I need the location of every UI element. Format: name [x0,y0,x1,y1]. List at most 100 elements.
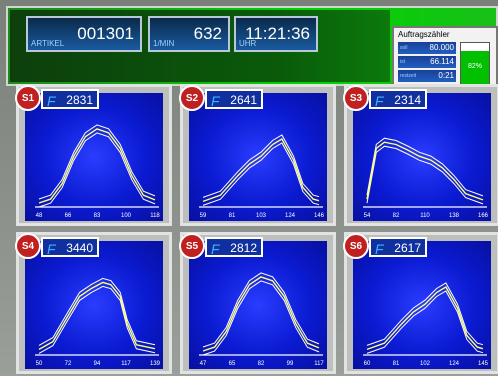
station-plot: 48 66 83 100 118 [25,93,163,221]
counter-row-label: soll [400,45,408,51]
counter-row-value: 0:21 [438,71,454,80]
x-tick-label: 66 [65,213,72,219]
station-panel-s6[interactable]: 60 81 102 124 145 S6 F 2617 [343,232,498,374]
force-value: 2314 [394,93,421,107]
force-curve-envelope [366,282,484,346]
x-tick-label: 72 [65,361,72,367]
counter-row-label: ist [400,59,405,65]
station-plot: 59 81 103 124 146 [189,93,327,221]
x-tick-label: 59 [200,213,207,219]
progress-gauge: 82% [460,42,490,90]
x-tick-label: 47 [200,361,207,367]
force-curve-envelope [366,137,484,197]
counter-row-value: 80.000 [429,43,454,52]
force-curve-envelope [202,272,320,348]
station-chart: 54 82 110 138 166 [363,137,489,219]
artikel-value: 001301 [77,24,134,43]
x-tick-label: 124 [449,361,460,367]
x-tick-label: 54 [364,213,371,219]
force-curve-envelope [38,124,156,200]
station-chart: 59 81 103 124 146 [199,134,325,219]
x-tick-label: 118 [150,213,160,219]
x-tick-label: 48 [36,213,43,219]
force-value: 2617 [394,241,421,255]
progress-gauge-label: 82% [467,63,482,70]
force-value-box: F 2812 [205,237,263,257]
x-tick-label: 117 [314,361,324,367]
station-plot: 60 81 102 124 145 [353,241,491,369]
station-plot: 50 72 94 117 139 [25,241,163,369]
rate-value: 632 [193,24,222,43]
force-curve-center [38,281,156,351]
force-curve-envelope [202,134,320,198]
clock-value: 11:21:36 [245,24,310,43]
x-tick-label: 146 [314,213,325,219]
force-label: F [375,241,384,257]
x-tick-label: 50 [36,361,43,367]
station-plot: 47 65 82 99 117 [189,241,327,369]
station-badge: S3 [343,85,369,111]
counter-row-ist: ist 66.114 [398,56,456,68]
x-tick-label: 65 [229,361,236,367]
rate-label: 1/MIN [153,39,175,48]
counter-row-value: 66.114 [430,57,454,66]
x-tick-label: 100 [121,213,132,219]
x-tick-label: 99 [287,361,294,367]
force-curve-center [366,141,484,201]
station-chart: 60 81 102 124 145 [363,282,489,367]
force-value-box: F 2641 [205,89,263,109]
x-tick-label: 110 [420,213,430,219]
force-value-box: F 2617 [369,237,427,257]
force-curve-envelope [38,277,156,346]
station-chart: 47 65 82 99 117 [199,272,324,367]
station-badge: S4 [15,233,41,259]
force-curve-center [366,286,484,351]
force-value-box: F 2831 [41,89,99,109]
x-tick-label: 139 [150,361,161,367]
order-counter-title: Auftragszähler [398,30,450,39]
x-tick-label: 82 [393,213,400,219]
force-value-box: F 2314 [369,89,427,109]
x-tick-label: 83 [94,213,101,219]
counter-row-label: restzeit [400,73,417,79]
force-curve-center [202,276,320,352]
force-curve-envelope [202,280,320,356]
x-tick-label: 102 [420,361,431,367]
station-panel-s3[interactable]: 54 82 110 138 166 S3 F 2314 [343,84,498,226]
station-chart: 48 66 83 100 118 [35,124,160,219]
station-badge: S2 [179,85,205,111]
order-counter: Auftragszähler soll 80.000 ist 66.114 re… [392,26,498,94]
counter-row-soll: soll 80.000 [398,42,456,54]
x-tick-label: 81 [393,361,400,367]
force-value-box: F 3440 [41,237,99,257]
force-label: F [211,93,220,109]
x-tick-label: 145 [478,361,489,367]
force-label: F [211,241,220,257]
station-panel-s1[interactable]: 48 66 83 100 118 S1 F 2831 [15,84,172,226]
rate-display: 1/MIN 632 [148,16,230,52]
force-curve-envelope [366,290,484,354]
force-curve-envelope [38,285,156,354]
station-panel-s4[interactable]: 50 72 94 117 139 S4 F 3440 [15,232,172,374]
force-curve-envelope [38,132,156,208]
force-curve-center [38,128,156,204]
artikel-label: ARTIKEL [31,39,65,48]
progress-gauge-fill [461,51,489,89]
x-tick-label: 166 [478,213,489,219]
force-value: 2812 [230,241,257,255]
station-badge: S6 [343,233,369,259]
x-tick-label: 117 [121,361,131,367]
force-curve-center [202,138,320,203]
force-label: F [47,93,56,109]
x-tick-label: 82 [258,361,265,367]
station-panel-s2[interactable]: 59 81 103 124 146 S2 F 2641 [179,84,336,226]
artikel-display: ARTIKEL 001301 [26,16,142,52]
clock-label: UHR [239,39,257,48]
force-label: F [375,93,384,109]
counter-row-restzeit: restzeit 0:21 [398,70,456,82]
force-curve-envelope [366,145,484,205]
station-chart: 50 72 94 117 139 [35,277,161,367]
x-tick-label: 124 [285,213,296,219]
station-panel-s5[interactable]: 47 65 82 99 117 S5 F 2812 [179,232,336,374]
